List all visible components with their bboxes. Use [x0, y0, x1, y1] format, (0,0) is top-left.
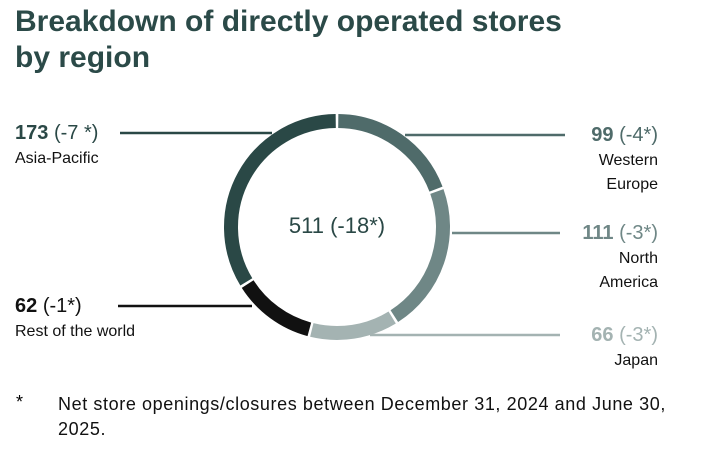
value-label: 173 (-7 *) — [15, 121, 98, 145]
category-label: Asia-Pacific — [15, 150, 99, 167]
donut-segment — [241, 280, 312, 337]
value-label: 66 (-3*) — [591, 323, 658, 347]
footnote: Net store openings/closures between Dece… — [58, 394, 666, 439]
value-label: 111 (-3*) — [582, 221, 658, 245]
category-label: Rest of the world — [15, 323, 136, 340]
category-label: Japan — [614, 352, 658, 369]
change-label: (-3*) — [619, 324, 658, 346]
value: 111 — [582, 222, 614, 244]
value-label: 62 (-1*) — [15, 294, 82, 318]
center-label: 511 (-18*) — [288, 213, 386, 238]
footnote-marker: * — [16, 392, 24, 412]
donut-segment — [224, 114, 336, 286]
category-label: Western Europe — [598, 152, 658, 193]
value-label: 99 (-4*) — [591, 123, 658, 147]
donut-segment — [390, 189, 450, 323]
change-label: (-7 *) — [53, 122, 99, 144]
change-label: (-1*) — [42, 295, 82, 317]
change-label: (-4*) — [619, 124, 658, 146]
value: 62 — [15, 295, 38, 317]
chart-title: Breakdown of directly operated stores by… — [15, 5, 562, 74]
category-label: North America — [599, 250, 658, 291]
value: 173 — [15, 122, 49, 144]
donut-segment — [338, 114, 443, 192]
donut-segment — [310, 311, 396, 340]
value: 99 — [591, 124, 614, 146]
value: 66 — [591, 324, 614, 346]
change-label: (-3*) — [619, 222, 658, 244]
